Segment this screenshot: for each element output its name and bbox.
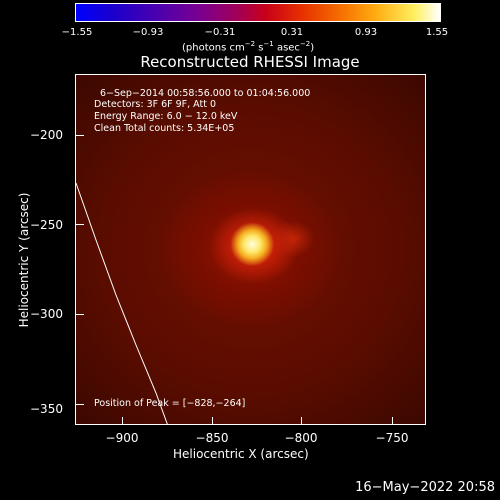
ytick-mark [76, 314, 84, 315]
ytick-label: −250 [30, 218, 63, 232]
xtick-mark [212, 417, 213, 425]
xtick-label: −850 [195, 431, 229, 445]
xtick-mark [301, 417, 302, 425]
y-axis-label: Heliocentric Y (arcsec) [17, 192, 31, 328]
colorbar-tick: −0.31 [204, 27, 236, 38]
colorbar-tick: −1.55 [61, 27, 93, 38]
xtick-label: −900 [105, 431, 139, 445]
ytick-label: −350 [30, 402, 63, 416]
xtick-label: −800 [284, 431, 318, 445]
x-axis-label: Heliocentric X (arcsec) [173, 447, 309, 461]
colorbar-units: (photons cm−2 s−1 asec−2) [182, 40, 315, 54]
clean-counts: Clean Total counts: 5.34E+05 [94, 123, 235, 134]
plot-title: Reconstructed RHESSI Image [140, 53, 360, 71]
colorbar-tick: 0.93 [354, 27, 378, 38]
ytick-mark [76, 135, 84, 136]
colorbar-tick: 1.55 [425, 27, 449, 38]
rhessi-image [75, 74, 426, 425]
peak-position: Position of Peak = [−828,−264] [94, 398, 246, 409]
ytick-label: −300 [30, 307, 63, 321]
detectors-info: Detectors: 3F 6F 9F, Att 0 [94, 99, 217, 110]
colorbar-tick: 0.31 [280, 27, 304, 38]
ytick-mark [76, 224, 84, 225]
time-range: 6−Sep−2014 00:58:56.000 to 01:04:56.000 [100, 88, 311, 99]
ytick-label: −200 [30, 128, 63, 142]
xtick-label: −750 [375, 431, 409, 445]
colorbar [75, 3, 441, 22]
energy-range: Energy Range: 6.0 − 12.0 keV [94, 111, 238, 122]
ytick-mark [76, 404, 84, 405]
xtick-mark [392, 417, 393, 425]
colorbar-tick: −0.93 [132, 27, 164, 38]
limb-line [76, 182, 168, 424]
xtick-mark [122, 417, 123, 425]
render-timestamp: 16−May−2022 20:58 [355, 480, 495, 495]
